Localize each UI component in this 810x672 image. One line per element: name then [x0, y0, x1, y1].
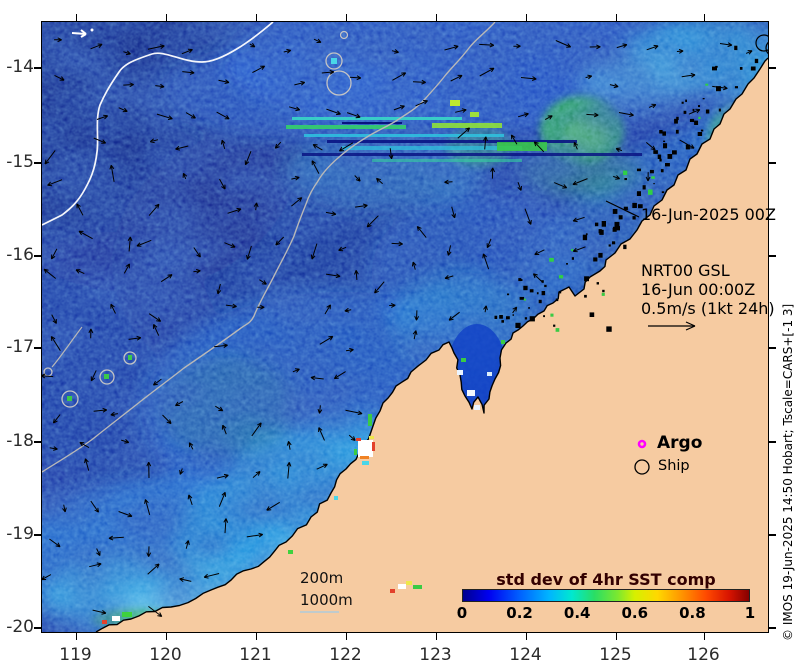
velocity-line1: NRT00 GSL: [641, 261, 730, 280]
sst-streaks: [286, 100, 642, 162]
y-tick-label: -16: [6, 245, 34, 265]
y-tick: [34, 255, 41, 257]
y-tick-label: -17: [6, 337, 34, 357]
depth-label-200m: 200m: [300, 569, 344, 587]
velocity-scale-arrow: [648, 321, 696, 331]
y-tick: [34, 347, 41, 349]
x-tick: [703, 633, 705, 640]
y-tick-right: [769, 67, 776, 69]
x-tick: [435, 633, 437, 640]
x-tick: [615, 633, 617, 640]
depth-label-1000m: 1000m: [300, 591, 353, 609]
y-tick-right: [769, 534, 776, 536]
y-tick: [34, 441, 41, 443]
x-tick-top: [435, 14, 437, 21]
velocity-line2: 16-Jun 00:00Z: [641, 280, 756, 299]
colorbar-tick-label: 0.8: [679, 604, 706, 622]
colorbar-tick-label: 0.2: [506, 604, 533, 622]
ocean-field: [42, 22, 768, 632]
x-tick-label: 122: [329, 645, 362, 665]
x-tick-top: [615, 14, 617, 21]
x-tick: [345, 633, 347, 640]
y-tick-right: [769, 627, 776, 629]
argo-legend-marker: [637, 439, 647, 449]
x-tick-label: 120: [149, 645, 182, 665]
x-tick-top: [345, 14, 347, 21]
x-tick-label: 126: [687, 645, 720, 665]
x-tick: [255, 633, 257, 640]
y-tick-label: -20: [6, 617, 34, 637]
y-tick-label: -14: [6, 57, 34, 77]
contour-200m-line: [42, 22, 496, 473]
coastal-hotspot: [354, 414, 375, 465]
x-tick-top: [525, 14, 527, 21]
islands: [494, 45, 759, 332]
ship-observation-markers: [755, 34, 768, 55]
x-tick: [165, 633, 167, 640]
x-tick-label: 121: [239, 645, 272, 665]
argo-legend-label: Argo: [657, 433, 703, 453]
y-tick-right: [769, 162, 776, 164]
ship-legend-label: Ship: [658, 458, 690, 474]
contour-segment: [51, 326, 83, 368]
x-tick: [75, 633, 77, 640]
x-tick: [525, 633, 527, 640]
x-tick-label: 119: [59, 645, 92, 665]
colorbar-tick-label: 1: [744, 604, 756, 622]
velocity-line3: 0.5m/s (1kt 24h): [641, 299, 775, 318]
y-tick-label: -19: [6, 524, 34, 544]
map-canvas: [42, 22, 768, 632]
x-tick-label: 125: [599, 645, 632, 665]
x-tick-top: [165, 14, 167, 21]
y-tick-right: [769, 255, 776, 257]
reef-centers: [67, 58, 337, 401]
y-tick: [34, 534, 41, 536]
date-leader-line: [605, 200, 640, 218]
contour-1000m-line: [42, 22, 274, 226]
y-tick-label: -15: [6, 152, 34, 172]
sound-bright-patches: [457, 340, 505, 410]
y-tick: [34, 67, 41, 69]
reef-contour-rings: [43, 30, 352, 408]
x-tick-top: [75, 14, 77, 21]
credit-text: © IMOS 19-Jun-2025 14:50 Hobart; Tscale=…: [781, 303, 795, 641]
ship-legend-marker: [634, 459, 650, 475]
y-tick: [34, 627, 41, 629]
colorbar-tick-label: 0.4: [563, 604, 591, 622]
current-vector-arrows: [42, 37, 753, 617]
y-tick-right: [769, 441, 776, 443]
y-tick-right: [769, 347, 776, 349]
velocity-annotation: NRT00 GSL 16-Jun 00:00Z 0.5m/s (1kt 24h): [641, 261, 775, 318]
x-tick-label: 124: [509, 645, 542, 665]
colorbar-tick-label: 0: [456, 604, 468, 622]
colorbar: [462, 589, 750, 602]
date-annotation: 16-Jun-2025 00Z: [641, 205, 776, 224]
x-tick-top: [703, 14, 705, 21]
x-tick-top: [255, 14, 257, 21]
y-tick: [34, 162, 41, 164]
y-tick-label: -18: [6, 431, 34, 451]
reference-arrow: [71, 28, 94, 38]
coastline-hotspots: [102, 496, 422, 624]
map-plot: [41, 21, 769, 633]
colorbar-title: std dev of 4hr SST comp: [496, 570, 716, 589]
x-tick-label: 123: [419, 645, 452, 665]
colorbar-tick-label: 0.6: [621, 604, 649, 622]
